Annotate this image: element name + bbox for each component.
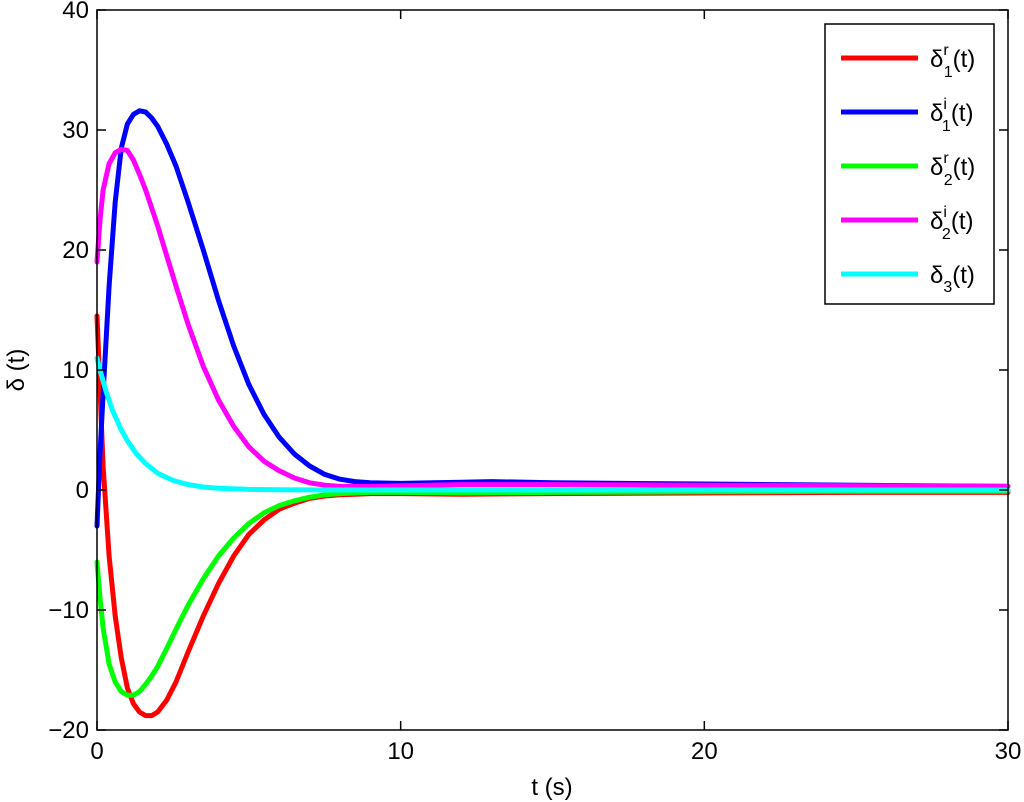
y-tick-label: 20: [62, 237, 89, 264]
x-tick-label: 20: [691, 738, 718, 765]
legend-label-4: δi 2(t): [930, 204, 973, 243]
plot-frame: [96, 9, 1009, 731]
legend-label-2: δi 1(t): [930, 96, 973, 135]
y-axis-title: δ (t): [3, 349, 30, 392]
x-axis-title: t (s): [531, 774, 572, 801]
y-tick-label: −20: [48, 717, 89, 744]
series-line-5: [94, 355, 1011, 493]
y-tick-label: 0: [76, 477, 89, 504]
y-tick-label: 40: [62, 0, 89, 24]
legend-label-3: δr 2(t): [930, 150, 975, 189]
y-tick-label: −10: [48, 597, 89, 624]
legend-label-5: δ3(t): [930, 262, 975, 296]
series-layer: [94, 108, 1011, 719]
y-tick-label: 10: [62, 357, 89, 384]
y-tick-label: 30: [62, 117, 89, 144]
legend: δr 1(t) δi 1(t) δr 2(t) δi 2(t) δ3(t): [824, 23, 995, 305]
x-tick-label: 10: [387, 738, 414, 765]
series-line-4: [94, 146, 1011, 489]
x-tick-label: 0: [90, 738, 103, 765]
legend-label-1: δr 1(t): [930, 42, 975, 81]
x-tick-label: 30: [995, 738, 1022, 765]
